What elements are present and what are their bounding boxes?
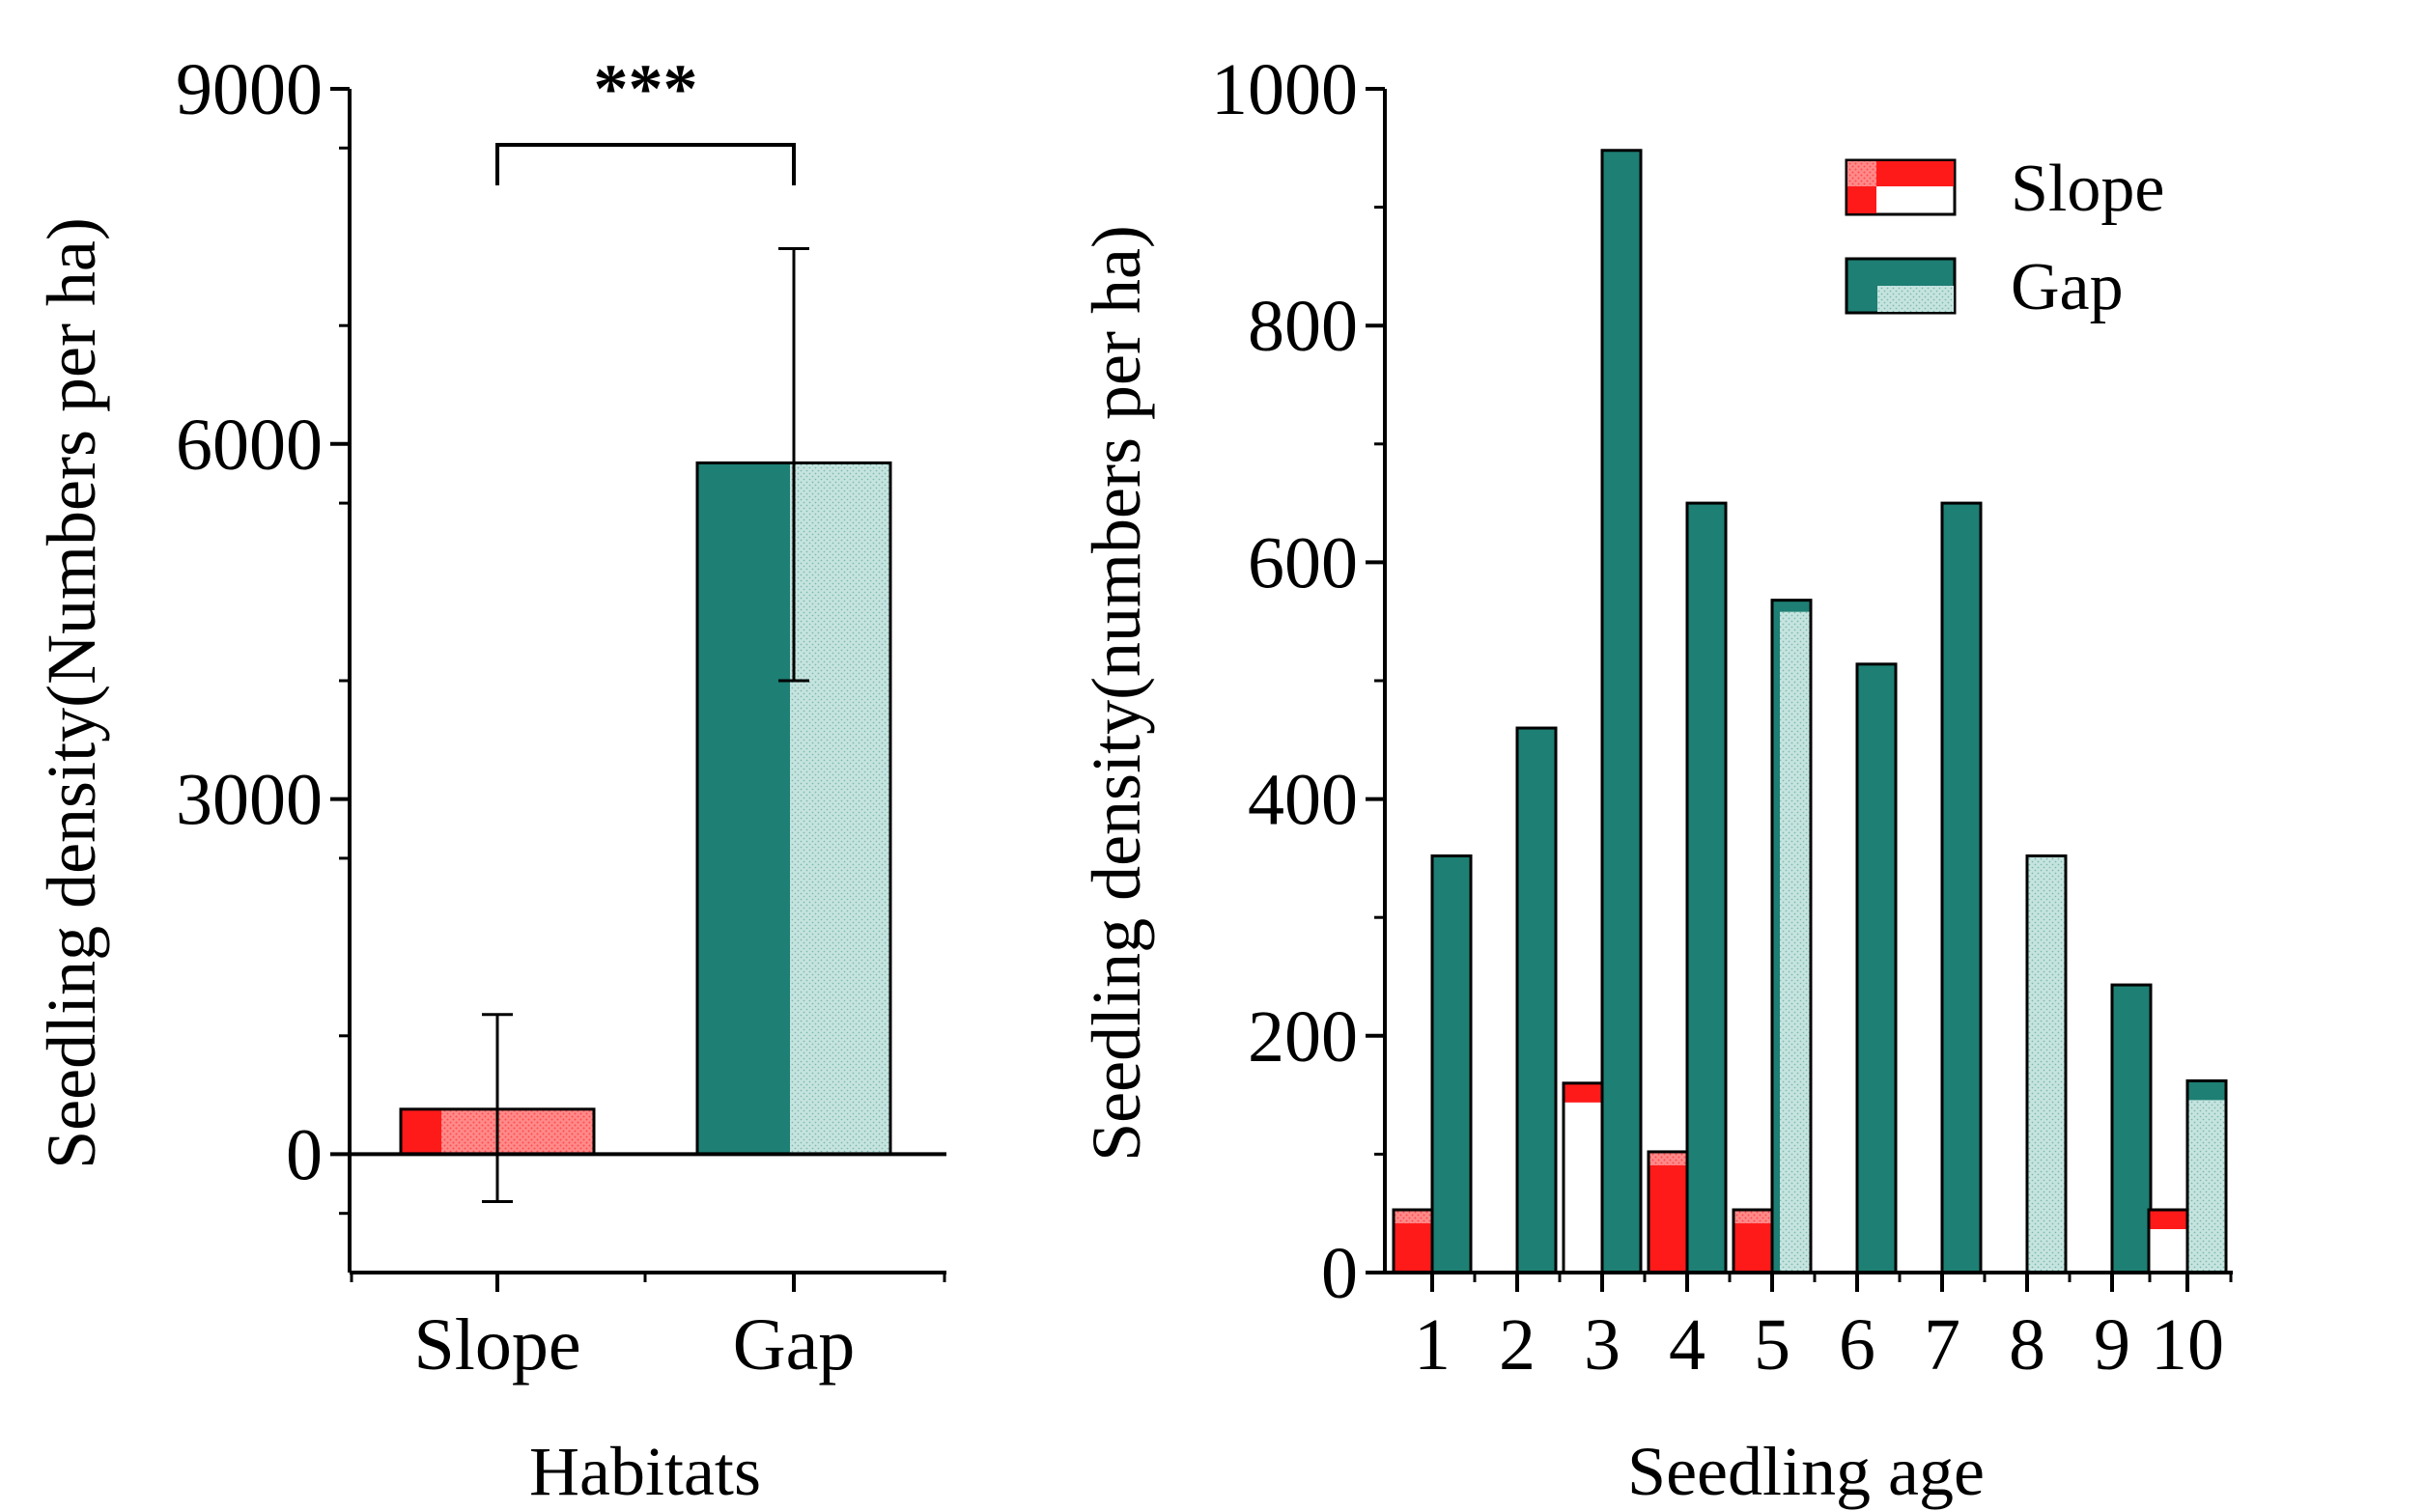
gap-bar-age-7 [1940,501,1983,1274]
x-tick-label: 9 [2094,1304,2130,1386]
age-group-7 [1940,501,1983,1274]
y-tick-label: 600 [1248,522,1358,603]
age-group-2 [1515,726,1558,1274]
gap-bar-fill [2112,985,2151,1273]
y-tick-label: 9000 [176,49,323,130]
gap-bar-age-9 [2110,983,2153,1274]
legend-label-slope: Slope [2011,152,2164,226]
gap-bar-age-6 [1855,662,1898,1274]
age-x-axis-title: Seedling age [1627,1433,1985,1510]
bar-fill-dark [401,1108,441,1155]
habitat-error-bars [482,247,809,1203]
legend: Slope Gap [1845,152,2164,324]
age-group-10 [2147,1078,2228,1274]
x-tick-label: 6 [1839,1304,1875,1386]
gap-bar-fill [1687,503,1726,1273]
gap-bar-fill [1857,663,1896,1273]
age-group-3 [1562,149,1643,1274]
gap-bar-dark-part [1772,600,1780,1273]
x-tick-label: Gap [733,1304,856,1386]
age-y-ticks: 0 200 400 600 800 1000 [1211,49,1385,1314]
slope-bar-light-part [1733,1210,1772,1224]
bar-fill-dark [697,462,790,1155]
legend-entry-slope: Slope [1845,152,2164,226]
error-bar-slope [482,1013,513,1203]
habitat-bar-chart: 0 3000 6000 9000 Slope Gap *** Habitats Seed… [33,49,946,1510]
age-group-5 [1732,599,1813,1274]
habitat-y-axis-title: Seedling density(Numbers per ha) [33,217,110,1169]
age-x-ticks: 1 2 3 4 5 6 7 8 9 10 [1414,1273,2233,1386]
gap-bar-age-8 [2025,854,2068,1274]
x-tick-label: 7 [1924,1304,1960,1386]
slope-bar-age-4 [1647,1150,1689,1274]
gap-bar-fill [1517,728,1556,1273]
age-bars [1392,149,2228,1274]
gap-bar-dark-part [1772,600,1811,612]
x-tick-label: 4 [1669,1304,1705,1386]
x-tick-label: 3 [1584,1304,1621,1386]
y-tick-label: 0 [1321,1233,1358,1314]
slope-bar-age-10 [2147,1208,2189,1274]
age-group-4 [1647,501,1728,1274]
gap-bar-fill [1602,150,1641,1274]
x-tick-label: 10 [2151,1304,2224,1386]
habitat-y-ticks: 0 3000 6000 9000 [176,49,350,1216]
y-tick-label: 3000 [176,760,323,841]
habitat-x-ticks: Slope Gap [350,1273,946,1386]
gap-bar-age-3 [1600,149,1643,1274]
habitat-bars [399,461,892,1156]
age-group-8 [2025,854,2068,1274]
significance-bracket-line [495,143,796,185]
legend-entry-gap: Gap [1845,250,2124,324]
gap-bar-age-4 [1685,501,1728,1274]
slope-bar-age-1 [1392,1208,1434,1274]
y-tick-label: 800 [1248,286,1358,367]
y-tick-label: 6000 [176,405,323,486]
gap-bar-fill [2027,855,2066,1273]
gap-bar-light-part [2187,1100,2226,1273]
gap-bar-age-1 [1430,854,1473,1274]
y-tick-label: 400 [1248,760,1358,841]
habitat-x-axis-title: Habitats [529,1433,761,1510]
age-group-1 [1392,854,1473,1274]
legend-label-gap: Gap [2011,250,2124,324]
significance-label: *** [594,50,698,127]
gap-bar-age-2 [1515,726,1558,1274]
age-y-axis-title: Seedling density(numbers per ha) [1078,225,1155,1162]
x-tick-label: Slope [413,1304,580,1386]
slope-bar-light-part [1564,1102,1602,1273]
y-tick-label: 0 [286,1114,323,1195]
y-tick-label: 200 [1248,996,1358,1078]
x-tick-label: 2 [1499,1304,1536,1386]
significance-bracket: *** [495,50,796,185]
x-tick-label: 8 [2009,1304,2045,1386]
slope-bar-light-part [1649,1151,1687,1165]
y-tick-label: 1000 [1211,49,1358,130]
slope-bar-light-part [2149,1229,2187,1273]
gap-bar-fill [1432,855,1471,1273]
gap-bar-age-10 [2185,1078,2228,1274]
age-group-6 [1855,662,1898,1274]
x-tick-label: 1 [1414,1304,1451,1386]
error-bar-gap [778,247,809,683]
age-group-9 [2110,983,2153,1274]
slope-bar-age-3 [1562,1081,1604,1274]
gap-bar-fill [1942,503,1981,1273]
slope-bar-fill [1649,1151,1687,1273]
gap-bar-age-5 [1770,599,1813,1274]
slope-bar-light-part [1394,1210,1432,1224]
slope-bar-age-5 [1732,1208,1774,1274]
x-tick-label: 5 [1754,1304,1790,1386]
